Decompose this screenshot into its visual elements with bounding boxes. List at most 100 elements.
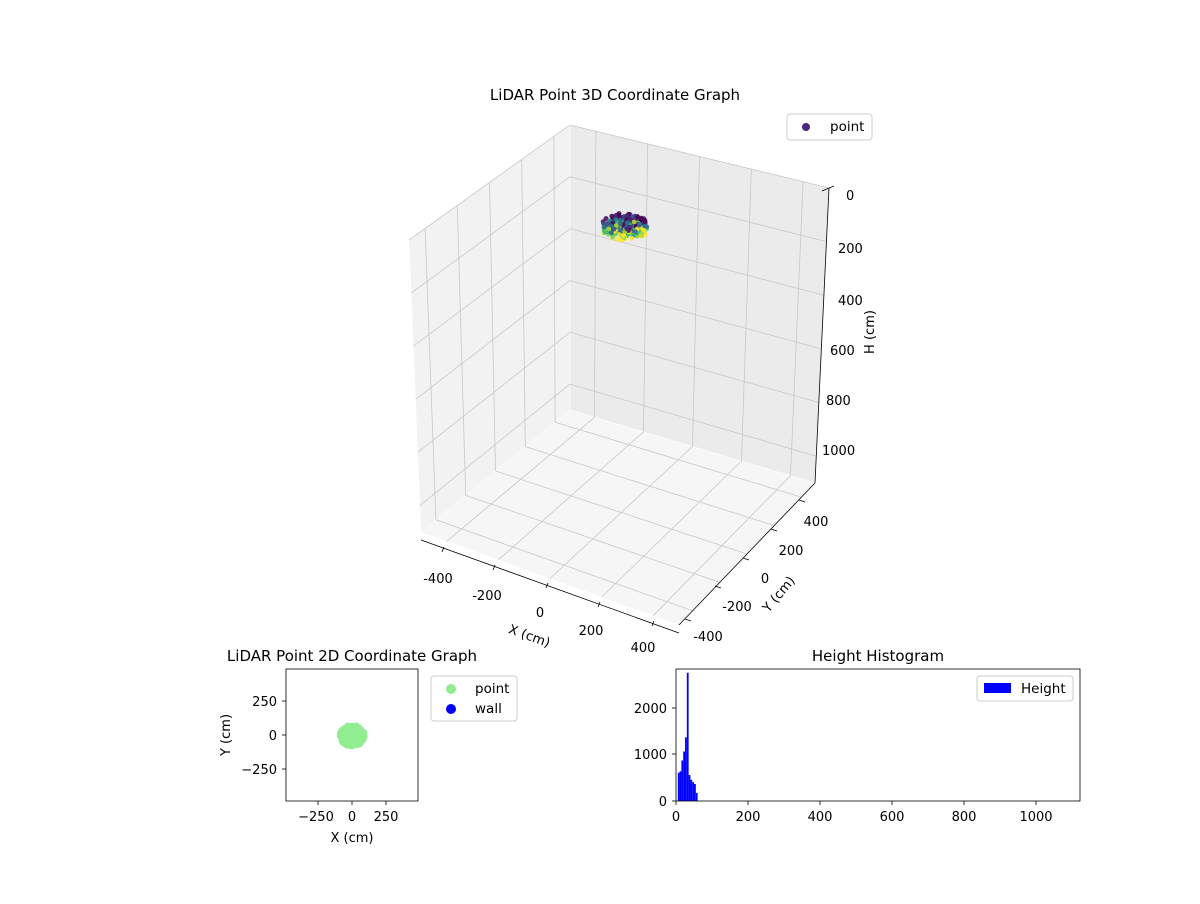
y-tick-mark [714,585,722,589]
x-tick-label-2d: −250 [298,810,334,825]
histogram-bar [677,772,680,801]
y-tick-label-hist: 0 [659,795,667,810]
histogram-title: Height Histogram [812,647,944,665]
chart-3d: LiDAR Point 3D Coordinate Graph 0 200 40… [408,86,878,656]
histogram-frame [675,668,1081,802]
y-axis-label-2d: Y (cm) [219,714,234,757]
point-3d [635,214,640,220]
point-2d [345,729,353,737]
point-3d [618,237,624,243]
x-tick-label: 400 [631,641,656,656]
x-tick-label-hist: 800 [952,810,977,825]
grid-line-3d [424,228,437,520]
point-3d [628,224,633,230]
x-tick-label-hist: 0 [672,810,680,825]
point-3d [618,227,623,233]
grid-line-3d [601,460,742,598]
grid-line-3d [692,156,700,447]
y-tick-label-hist: 2000 [634,702,667,717]
legend-3d: point [786,113,873,141]
z-tick-label: 800 [826,394,851,409]
chart-3d-title: LiDAR Point 3D Coordinate Graph [490,86,740,104]
x-tick-label-hist: 1000 [1019,810,1052,825]
grid-line-3d [790,181,804,476]
histogram-bar [688,775,691,801]
point-3d [624,213,630,219]
x-tick-mark [441,546,445,553]
point-3d [642,218,648,223]
point-3d [616,211,622,216]
point-3d [631,219,637,225]
point-2d [348,739,356,747]
legend-2d-marker-wall [446,704,456,714]
x-tick-mark [545,582,549,589]
histogram-bar [694,784,696,801]
y-tick-label: 0 [761,572,769,587]
y-tick-label: -200 [722,600,752,615]
y-tick-label: 400 [804,515,829,530]
chart-2d-title: LiDAR Point 2D Coordinate Graph [227,647,477,665]
x-tick-label-2d: 0 [348,810,356,825]
grid-line-3d [594,131,597,418]
legend-2d-marker-point [446,684,456,694]
chart-histogram: Height Histogram 0 200 400 600 800 1000 … [634,647,1081,825]
z-tick-label: 1000 [822,444,855,459]
y-ticks-histogram: 0 1000 2000 [634,702,676,810]
histogram-bar [683,751,686,801]
point-3d [601,224,607,230]
grid-line-3d [465,495,720,583]
x-tick-mark [651,620,655,627]
x-tick-mark [597,601,601,608]
point-3d [616,232,622,238]
z-axis-label: H (cm) [863,310,878,354]
point-3d [605,221,611,227]
point-3d [638,216,644,222]
x-tick-label-hist: 200 [736,810,761,825]
point-3d [625,220,631,225]
point-3d [644,224,650,229]
histogram-bar [692,782,695,801]
y-tick-label: 200 [779,544,804,559]
histogram-bar [685,737,687,801]
point-2d [357,735,365,742]
histogram-bars [677,672,698,801]
x-axis-label: X (cm) [506,622,552,651]
point-3d [617,221,623,227]
grid-line-3d [652,475,791,616]
legend-hist-label: Height [1021,681,1066,697]
x-axis-label-2d: X (cm) [331,831,374,846]
point-3d [614,237,620,242]
y-tick-mark [742,557,750,561]
grid-line-3d [489,182,496,472]
histogram-bar [695,792,698,801]
x-tick-label: 200 [579,624,604,639]
y-ticks: -400 -200 0 200 400 [684,499,829,645]
z-axis-line [814,187,830,484]
y-tick-mark [684,618,692,622]
y-tick-mark [798,499,806,503]
y-tick-label-2d: −250 [241,763,277,778]
grid-line-3d [741,169,752,462]
legend-3d-frame [786,113,873,141]
grid-line-3d [435,519,693,612]
point-3d [632,229,638,235]
y-tick-label: -400 [693,630,723,645]
z-tick-label: 0 [846,189,854,204]
legend-3d-marker [802,123,810,131]
z-tick-label: 200 [838,242,863,257]
histogram-bar [690,779,693,801]
x-tick-label-hist: 400 [808,810,833,825]
legend-2d-label-wall: wall [475,701,502,717]
x-tick-mark [492,564,496,571]
x-ticks-histogram: 0 200 400 600 800 1000 [672,801,1053,825]
grid-3d [408,124,830,616]
point-2d [351,724,359,732]
x-tick-label-2d: 250 [374,810,399,825]
legend-2d-label-point: point [475,681,509,697]
point-3d [606,226,612,232]
z-tick-label: 400 [838,294,863,309]
x-tick-label: 0 [536,606,544,621]
grid-line-3d [495,470,748,555]
y-tick-label-2d: 0 [269,729,277,744]
